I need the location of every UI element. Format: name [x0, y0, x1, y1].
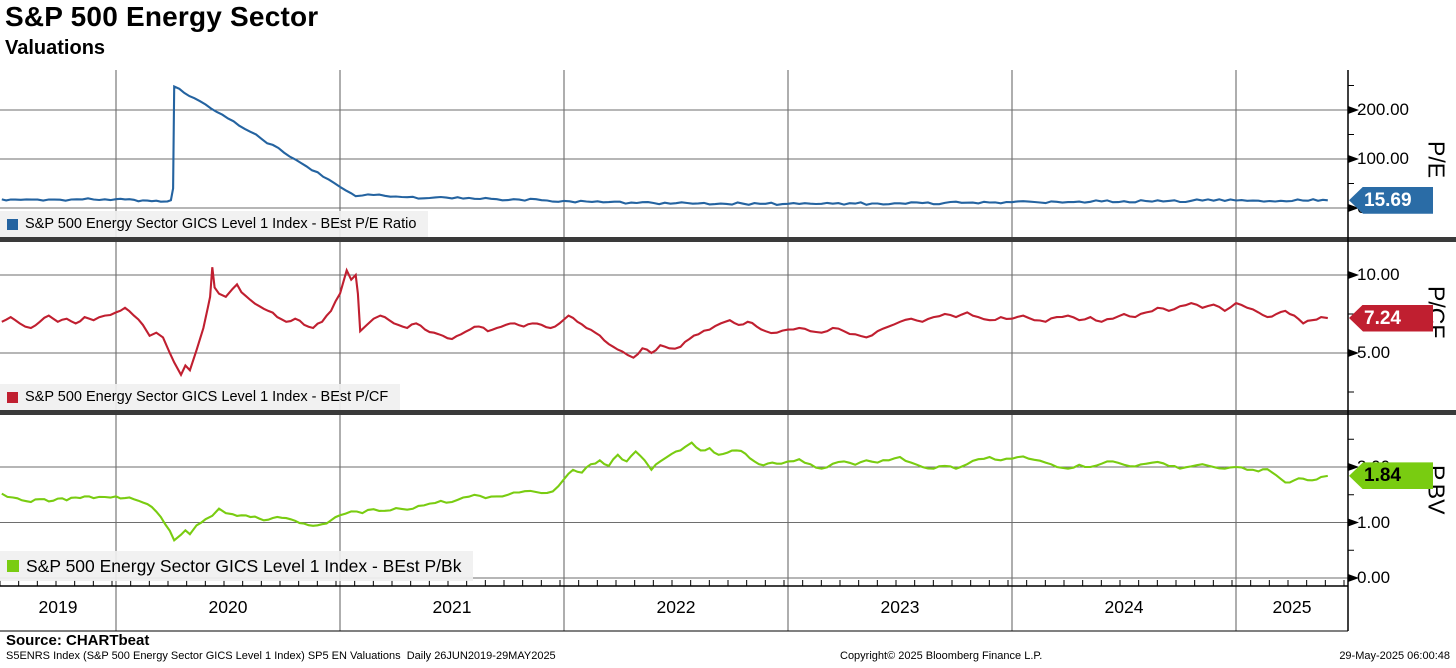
y-tick-label-pe-100.00: 100.00 — [1357, 149, 1409, 168]
pe-series-line — [1, 84, 1328, 206]
legend-text-pbv: S&P 500 Energy Sector GICS Level 1 Index… — [26, 555, 462, 576]
x-tick-label-2020: 2020 — [208, 597, 248, 617]
x-tick-label-2023: 2023 — [880, 597, 920, 617]
last-value-badge-pcf: 7.24 — [1349, 304, 1433, 332]
legend-text-pcf: S&P 500 Energy Sector GICS Level 1 Index… — [25, 389, 389, 405]
timestamp-label: 29-May-2025 06:00:48 — [1339, 650, 1450, 662]
page-subtitle: Valuations — [5, 37, 106, 59]
last-value-badge-pe: 15.69 — [1349, 186, 1433, 214]
last-value-badge-pbv: 1.84 — [1349, 462, 1433, 490]
pbv-series-line — [1, 441, 1328, 542]
x-tick-label-2022: 2022 — [656, 597, 696, 617]
x-tick-label-2019: 2019 — [38, 597, 78, 617]
y-tick-label-pe-200.00: 200.00 — [1357, 100, 1409, 119]
legend-pe: S&P 500 Energy Sector GICS Level 1 Index… — [0, 211, 429, 237]
legend-pbv: S&P 500 Energy Sector GICS Level 1 Index… — [0, 551, 474, 581]
gridlines — [0, 70, 1348, 631]
axes-and-ticks — [0, 70, 1456, 632]
x-tick-label-2024: 2024 — [1104, 597, 1144, 617]
axis-label-pe: P/E — [1423, 141, 1450, 179]
y-tick-label-pcf-5.00: 5.00 — [1357, 343, 1391, 362]
legend-marker-pe — [7, 218, 18, 230]
x-tick-label-2025: 2025 — [1272, 597, 1312, 617]
legend-text-pe: S&P 500 Energy Sector GICS Level 1 Index… — [25, 216, 417, 232]
axis-label-pbv: P.BV — [1423, 465, 1450, 515]
y-tick-label-pbv-0.00: 0.00 — [1357, 568, 1391, 587]
legend-marker-pcf — [7, 391, 18, 403]
y-tick-label-pbv-1.00: 1.00 — [1357, 512, 1391, 532]
legend-marker-pbv — [7, 560, 19, 572]
legend-pcf: S&P 500 Energy Sector GICS Level 1 Index… — [0, 384, 401, 410]
page-title: S&P 500 Energy Sector — [5, 1, 319, 32]
y-tick-label-pcf-10.00: 10.00 — [1357, 265, 1400, 284]
pcf-series-line — [1, 267, 1328, 378]
x-tick-label-2021: 2021 — [432, 597, 472, 617]
series-lines — [1, 84, 1328, 542]
source-label: Source: CHARTbeat — [6, 632, 150, 649]
chart-description: S5ENRS Index (S&P 500 Energy Sector GICS… — [6, 650, 556, 662]
copyright-label: Copyright© 2025 Bloomberg Finance L.P. — [840, 650, 1043, 662]
